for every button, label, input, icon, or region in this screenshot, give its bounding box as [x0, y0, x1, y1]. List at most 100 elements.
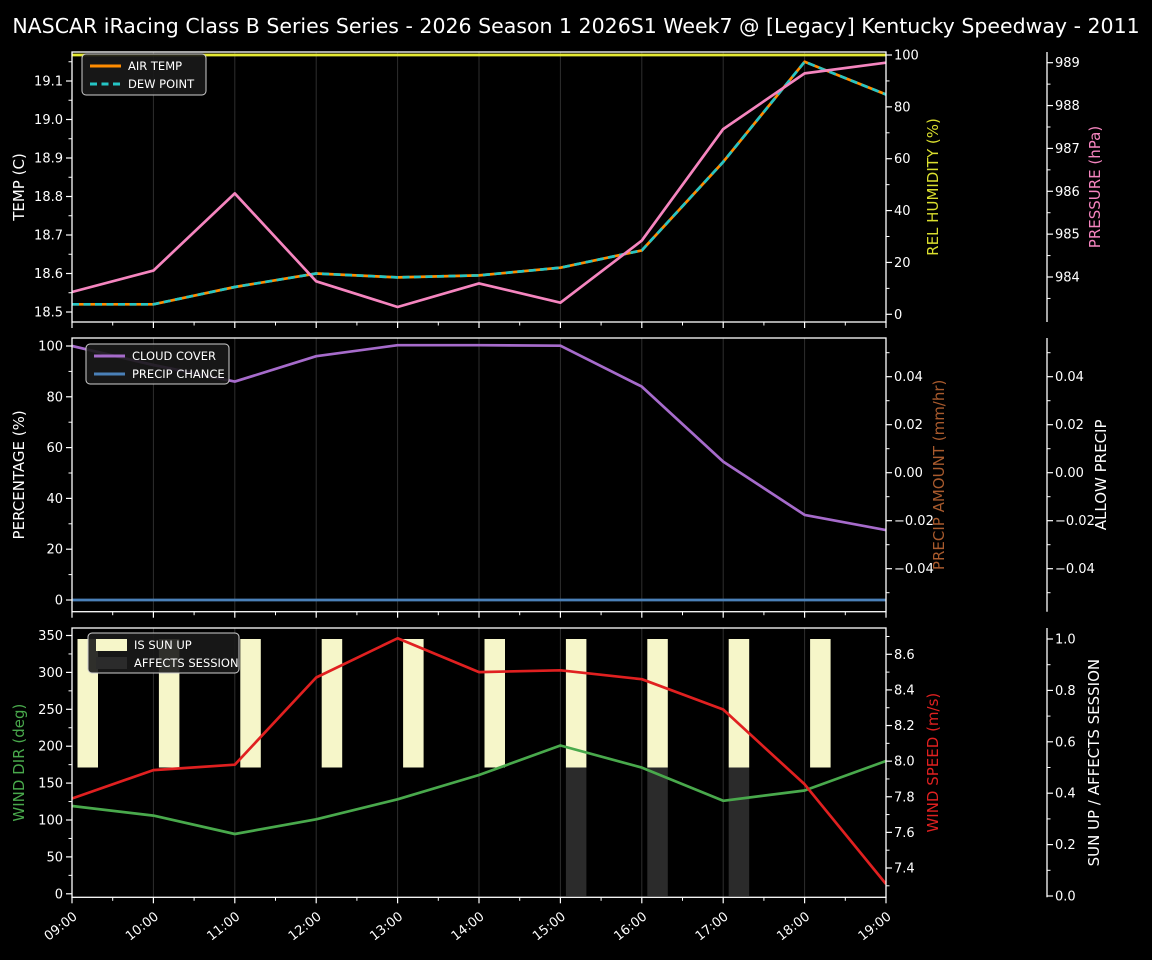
axis-label-allow-precip: ALLOW PRECIP: [1092, 419, 1110, 530]
y-tick-label: −0.02: [1055, 514, 1095, 529]
y-tick-label: 40: [46, 492, 63, 507]
chart-title: NASCAR iRacing Class B Series Series - 2…: [12, 14, 1140, 38]
y-tick-label: 0.02: [1055, 418, 1084, 433]
y-tick-label: 19.1: [34, 75, 63, 90]
y-tick-label: 0.4: [1055, 787, 1076, 802]
bar-is-sun-up: [728, 639, 750, 768]
y-tick-label: 250: [38, 703, 63, 718]
bar-is-sun-up: [321, 639, 343, 768]
chart-wind-sun: 0 50 100 150 200 250 300 350 7.4 7.6 7.8 8.0 8.2 8.4 8…: [10, 627, 1103, 944]
y-tick-label: 20: [894, 256, 911, 271]
y-tick-label: 100: [894, 49, 919, 64]
x-tick-label: 15:00: [530, 909, 569, 944]
bar-is-sun-up: [647, 639, 668, 768]
bar-is-sun-up: [484, 639, 505, 768]
y-tick-label: 300: [38, 666, 63, 681]
y-tick-label: 0: [55, 887, 63, 902]
series-pressure: [72, 61, 886, 309]
y-tick-label: 984: [1055, 271, 1080, 286]
y-tick-label: 80: [894, 100, 911, 115]
y-tick-label: 18.9: [34, 152, 63, 167]
y-tick-label: 0.8: [1055, 684, 1076, 699]
y-tick-label: 20: [46, 543, 63, 558]
axis-label-wind-speed-m-s: WIND SPEED (m/s): [924, 693, 942, 833]
x-tick-label: 13:00: [367, 909, 406, 944]
y-tick-label: 0: [894, 308, 902, 323]
y-tick-label: 987: [1055, 142, 1080, 157]
y-tick-label: 0.2: [1055, 838, 1076, 853]
y-tick-label: 8.6: [894, 648, 915, 663]
y-tick-label: 100: [38, 814, 63, 829]
axis-label-wind-dir-deg: WIND DIR (deg): [10, 704, 28, 822]
y-tick-label: 200: [38, 740, 63, 755]
y-tick-label: 985: [1055, 228, 1080, 243]
legend-wind-sun: IS SUN UP AFFECTS SESSION: [87, 632, 240, 674]
y-tick-label: 7.4: [894, 862, 915, 877]
y-tick-label: 8.0: [894, 755, 915, 770]
y-tick-label: 0.00: [1055, 466, 1084, 481]
y-tick-label: 18.8: [34, 190, 63, 205]
y-tick-label: 0.04: [894, 370, 923, 385]
x-tick-label: 14:00: [449, 909, 488, 944]
y-tick-label: 150: [38, 777, 63, 792]
legend-swatch-is-sun-up: [96, 639, 127, 651]
series-dew-point: [72, 60, 886, 306]
legend-label-cloud-cover: CLOUD COVER: [132, 349, 216, 363]
x-tick-label: 19:00: [856, 909, 895, 944]
x-tick-label: 16:00: [612, 909, 651, 944]
y-tick-label: 0.0: [1055, 890, 1076, 905]
y-tick-label: 60: [894, 152, 911, 167]
series-wind-dir: [72, 744, 886, 836]
y-tick-label: 988: [1055, 99, 1080, 114]
axis-label-precip-amount-mm-hr: PRECIP AMOUNT (mm/hr): [930, 380, 948, 570]
legend-label-is-sun-up: IS SUN UP: [134, 638, 192, 652]
bar-is-sun-up: [403, 639, 424, 768]
legend-cloud-precip: CLOUD COVER PRECIP CHANCE: [85, 343, 230, 385]
y-tick-label: 18.6: [34, 267, 63, 282]
y-tick-label: 19.0: [34, 113, 63, 128]
y-tick-label: 60: [46, 441, 63, 456]
x-tick-label: 10:00: [123, 909, 162, 944]
bar-is-sun-up: [240, 639, 261, 768]
y-tick-label: 0.00: [894, 466, 923, 481]
y-tick-label: 8.2: [894, 719, 915, 734]
legend-label-air-temp: AIR TEMP: [128, 59, 182, 73]
y-tick-label: 100: [38, 340, 63, 355]
bar-affects-session: [647, 767, 668, 896]
y-tick-label: 986: [1055, 185, 1080, 200]
axis-label-sun-up-affects-session: SUN UP / AFFECTS SESSION: [1085, 659, 1103, 867]
legend-label-dew-point: DEW POINT: [128, 77, 195, 91]
y-tick-label: 80: [46, 390, 63, 405]
y-tick-label: 40: [894, 204, 911, 219]
legend-swatch-affects-session: [96, 657, 127, 669]
axis-label-pressure-hpa: PRESSURE (hPa): [1086, 126, 1104, 248]
chart-cloud-precip: 0 20 40 60 80 100 −0.04 −0.02 0.00 0.02 0.04 −0.04 −…: [10, 337, 1110, 618]
y-tick-label: 350: [38, 629, 63, 644]
y-tick-label: 0.02: [894, 418, 923, 433]
y-tick-label: 8.4: [894, 683, 915, 698]
y-tick-label: 1.0: [1055, 633, 1076, 648]
y-tick-label: 18.5: [34, 306, 63, 321]
y-tick-label: 0: [55, 594, 63, 609]
axis-label-rel-humidity: REL HUMIDITY (%): [924, 118, 942, 256]
x-tick-label: 09:00: [42, 909, 81, 944]
y-tick-label: 989: [1055, 56, 1080, 71]
y-tick-label: 18.7: [34, 229, 63, 244]
legend-label-precip-chance: PRECIP CHANCE: [132, 367, 225, 381]
axis-label-percentage: PERCENTAGE (%): [10, 410, 28, 539]
x-tick-label: 18:00: [774, 909, 813, 944]
y-tick-label: 7.8: [894, 790, 915, 805]
legend-label-affects-session: AFFECTS SESSION: [134, 656, 239, 670]
x-tick-label: 12:00: [286, 909, 325, 944]
chart-temperature-humidity-pressure: 18.5 18.6 18.7 18.8 18.9 19.0 19.1 0 20 40 60 80 100…: [10, 49, 1104, 328]
y-tick-label: 0.04: [1055, 370, 1084, 385]
legend-temperature-humidity-pressure: AIR TEMP DEW POINT: [81, 53, 207, 96]
y-tick-label: 7.6: [894, 826, 915, 841]
y-tick-label: 0.6: [1055, 735, 1076, 750]
series-wind-speed: [72, 636, 886, 885]
x-tick-label: 17:00: [693, 909, 732, 944]
bar-affects-session: [728, 767, 750, 896]
axis-label-temp-c: TEMP (C): [10, 153, 28, 222]
